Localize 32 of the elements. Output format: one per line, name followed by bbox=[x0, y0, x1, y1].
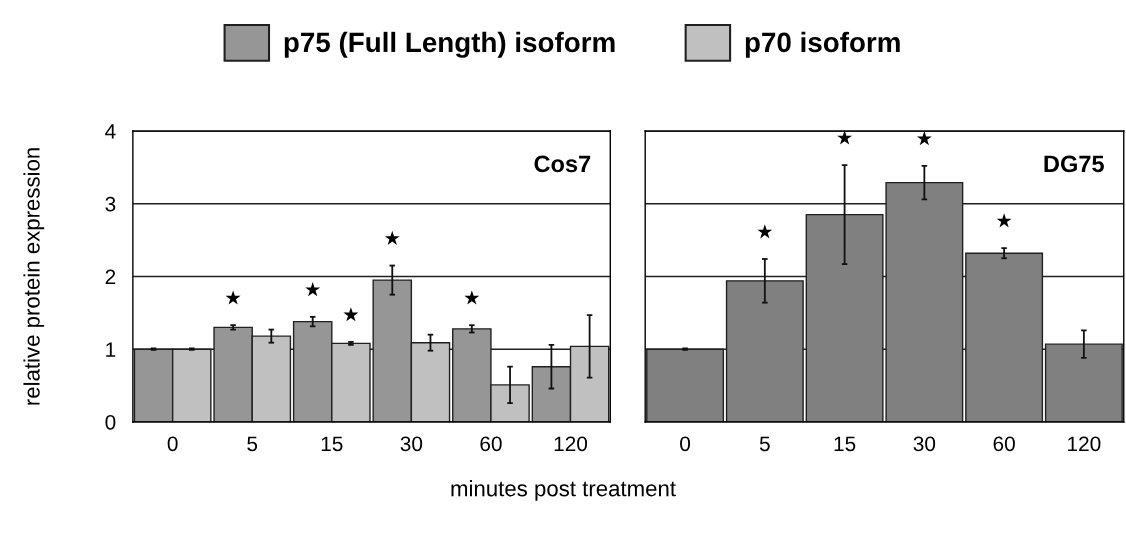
y-tick-label: 1 bbox=[106, 342, 116, 357]
x-tick-label: 0 bbox=[167, 436, 178, 452]
y-tick-label: 2 bbox=[105, 269, 116, 285]
annotation: ★ bbox=[916, 131, 932, 146]
y-tick-label: 0 bbox=[105, 414, 116, 430]
legend-label: p70 isoform bbox=[745, 31, 900, 58]
annotation: ★ bbox=[384, 230, 400, 245]
x-tick-label: 120 bbox=[1068, 436, 1101, 452]
x-tick-label: 15 bbox=[834, 436, 856, 452]
x-tick-label: 15 bbox=[321, 436, 343, 452]
x-tick-label: 5 bbox=[247, 436, 258, 452]
y-axis-title: relative protein expression bbox=[23, 148, 45, 405]
annotation: ★ bbox=[996, 213, 1012, 228]
legend-label: p75 (Full Length) isoform bbox=[284, 31, 615, 58]
x-tick-label: 0 bbox=[680, 436, 691, 452]
x-tick-label: 30 bbox=[400, 436, 423, 452]
x-tick-label: 120 bbox=[554, 436, 588, 452]
x-tick-label: 30 bbox=[913, 436, 936, 452]
x-axis-title: minutes post treatment bbox=[451, 480, 676, 501]
annotation: Cos7 bbox=[534, 155, 591, 173]
annotation: ★ bbox=[343, 307, 359, 322]
annotation: ★ bbox=[757, 224, 773, 239]
x-tick-label: 5 bbox=[759, 436, 770, 452]
annotation: DG75 bbox=[1044, 155, 1104, 173]
annotation: ★ bbox=[225, 290, 241, 305]
y-tick-label: 3 bbox=[105, 196, 116, 212]
x-tick-label: 60 bbox=[480, 436, 502, 452]
x-tick-label: 60 bbox=[993, 436, 1015, 452]
annotation: ★ bbox=[464, 290, 480, 305]
y-tick-label: 4 bbox=[105, 124, 116, 139]
annotation: ★ bbox=[305, 282, 321, 297]
annotation: ★ bbox=[837, 130, 853, 145]
